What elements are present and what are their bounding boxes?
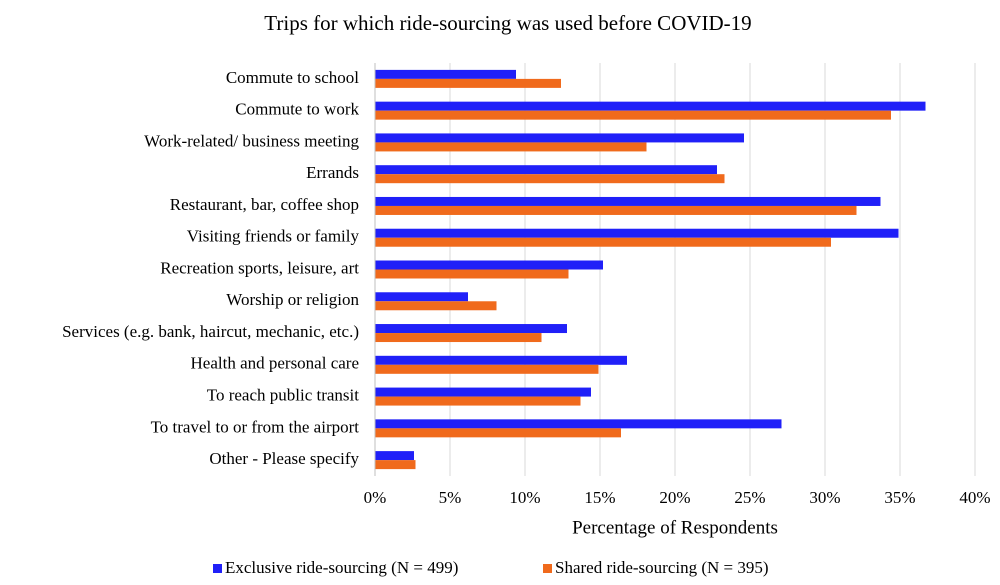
bar [375, 142, 647, 152]
y-tick-label: Work-related/ business meeting [144, 131, 359, 150]
bar [375, 78, 561, 88]
bar [375, 292, 468, 302]
y-tick-label: To reach public transit [207, 385, 360, 404]
bar [375, 205, 857, 215]
y-tick-label: Health and personal care [191, 354, 360, 373]
x-tick-label: 10% [509, 488, 540, 507]
bar [375, 355, 627, 365]
legend-label: Exclusive ride-sourcing (N = 499) [225, 558, 458, 577]
bar [375, 196, 881, 206]
bar [375, 364, 599, 374]
x-tick-label: 25% [734, 488, 765, 507]
bar [375, 460, 416, 470]
y-tick-label: To travel to or from the airport [151, 417, 360, 436]
x-tick-label: 40% [959, 488, 990, 507]
bar [375, 428, 621, 438]
bar [375, 110, 891, 120]
x-axis-label: Percentage of Respondents [572, 517, 778, 538]
y-tick-label: Errands [306, 163, 359, 182]
x-tick-label: 35% [884, 488, 915, 507]
bar [375, 133, 744, 143]
legend-swatch [213, 564, 222, 573]
bar [375, 165, 717, 175]
y-tick-label: Commute to work [235, 100, 359, 119]
y-tick-label: Visiting friends or family [187, 227, 360, 246]
bar [375, 451, 414, 461]
chart-title: Trips for which ride-sourcing was used b… [264, 11, 751, 35]
bar [375, 419, 782, 429]
legend-label: Shared ride-sourcing (N = 395) [555, 558, 769, 577]
bar [375, 101, 926, 111]
bar [375, 174, 725, 184]
x-tick-label: 15% [584, 488, 615, 507]
y-tick-label: Commute to school [226, 68, 359, 87]
bar [375, 301, 497, 311]
y-tick-label: Restaurant, bar, coffee shop [170, 195, 359, 214]
bar [375, 396, 581, 406]
bar [375, 387, 591, 397]
bar [375, 260, 603, 270]
bar [375, 69, 516, 79]
bar [375, 228, 899, 238]
x-tick-label: 30% [809, 488, 840, 507]
x-tick-label: 0% [364, 488, 387, 507]
legend-swatch [543, 564, 552, 573]
bar [375, 269, 569, 279]
y-tick-label: Worship or religion [226, 290, 359, 309]
x-tick-label: 20% [659, 488, 690, 507]
y-tick-label: Services (e.g. bank, haircut, mechanic, … [62, 322, 359, 341]
x-tick-label: 5% [439, 488, 462, 507]
bar [375, 237, 831, 247]
y-tick-label: Recreation sports, leisure, art [160, 258, 359, 277]
bar [375, 324, 567, 334]
y-tick-label: Other - Please specify [209, 449, 359, 468]
bar [375, 333, 542, 343]
